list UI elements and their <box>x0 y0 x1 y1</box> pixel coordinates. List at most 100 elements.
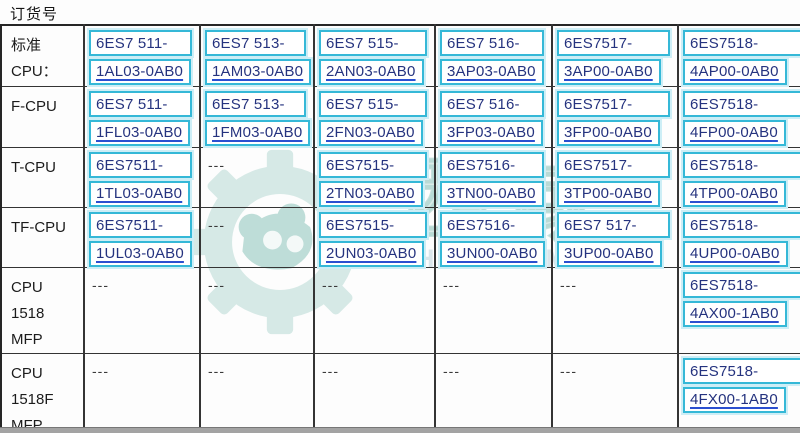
part-number-line1[interactable]: 6ES7517- <box>557 90 670 117</box>
table-cell: 6ES7516- 3TN00-0AB0 <box>434 146 553 208</box>
table-cell: --- <box>83 352 201 433</box>
part-number-line2[interactable]: 3FP03-0AB0 <box>440 119 543 146</box>
empty-value-dash: --- <box>208 276 225 293</box>
part-number-line2[interactable]: 2AN03-0AB0 <box>319 59 424 85</box>
table-bottom-edge <box>0 427 800 433</box>
part-number-line1[interactable]: 6ES7 511- <box>89 30 192 56</box>
row-label-cpu-1518f-mfp: CPU 1518F MFP <box>0 352 85 433</box>
part-number-line1[interactable]: 6ES7511- <box>89 211 192 238</box>
part-number-line1[interactable]: 6ES7 515- <box>319 30 427 56</box>
empty-value-dash: --- <box>92 276 109 293</box>
table-cell: 6ES7 515- 2AN03-0AB0 <box>313 24 436 87</box>
part-number-line2[interactable]: 2TN03-0AB0 <box>319 180 423 207</box>
part-number-line2[interactable]: 4FX00-1AB0 <box>683 386 786 413</box>
row-label-t-cpu: T-CPU <box>0 146 85 208</box>
part-number-line1[interactable]: 6ES7516- <box>440 151 544 178</box>
table-cell: --- <box>313 266 436 354</box>
table-row-f-cpu: F-CPU 6ES7 511- 1FL03-0AB0 6ES7 513- 1FM… <box>0 85 800 148</box>
table-cell: --- <box>551 266 679 354</box>
empty-value-dash: --- <box>208 216 225 233</box>
part-number-line1[interactable]: 6ES7518- <box>683 211 800 238</box>
part-number-line1[interactable]: 6ES7518- <box>683 151 800 178</box>
part-number-line1[interactable]: 6ES7 513- <box>205 30 306 56</box>
part-number-line2[interactable]: 4UP00-0AB0 <box>683 240 788 267</box>
part-number-line2[interactable]: 3UP00-0AB0 <box>557 240 662 267</box>
table-cell: 6ES7 513- 1FM03-0AB0 <box>199 85 315 148</box>
table-cell: --- <box>434 352 553 433</box>
table-cell: --- <box>199 352 315 433</box>
part-number-line2[interactable]: 1FL03-0AB0 <box>89 119 191 146</box>
table-cell: 6ES7 516- 3AP03-0AB0 <box>434 24 553 87</box>
table-row-tf-cpu: TF-CPU 6ES7511- 1UL03-0AB0 --- 6ES7515- … <box>0 206 800 268</box>
table-cell: 6ES7517- 3FP00-0AB0 <box>551 85 679 148</box>
table-cell: 6ES7 515- 2FN03-0AB0 <box>313 85 436 148</box>
part-number-line1[interactable]: 6ES7 515- <box>319 90 427 117</box>
part-number-line2[interactable]: 1UL03-0AB0 <box>89 240 192 267</box>
part-number-line1[interactable]: 6ES7 516- <box>440 90 544 117</box>
part-number-line2[interactable]: 2FN03-0AB0 <box>319 119 423 146</box>
part-number-line1[interactable]: 6ES7 516- <box>440 30 544 56</box>
table-row-cpu-1518f-mfp: CPU 1518F MFP --- --- --- --- --- 6ES751… <box>0 352 800 433</box>
table-cell: 6ES7511- 1TL03-0AB0 <box>83 146 201 208</box>
part-number-line1[interactable]: 6ES7517- <box>557 30 670 56</box>
part-number-line2[interactable]: 3TP00-0AB0 <box>557 180 660 207</box>
table-cell: 6ES7518- 4FX00-1AB0 <box>677 352 800 433</box>
part-number-line2[interactable]: 1TL03-0AB0 <box>89 180 191 207</box>
empty-value-dash: --- <box>443 276 460 293</box>
part-number-line1[interactable]: 6ES7 513- <box>205 90 306 117</box>
empty-value-dash: --- <box>560 362 577 379</box>
table-cell: 6ES7516- 3UN00-0AB0 <box>434 206 553 268</box>
part-number-line1[interactable]: 6ES7 511- <box>89 90 192 117</box>
row-label-standard-cpu: 标准 CPU： <box>0 24 85 87</box>
part-number-line2[interactable]: 3AP03-0AB0 <box>440 59 544 85</box>
table-cell: 6ES7 513- 1AM03-0AB0 <box>199 24 315 87</box>
table-cell: 6ES7515- 2UN03-0AB0 <box>313 206 436 268</box>
table-row-cpu-1518-mfp: CPU 1518 MFP --- --- --- --- --- 6ES7518… <box>0 266 800 354</box>
table-cell: 6ES7 516- 3FP03-0AB0 <box>434 85 553 148</box>
part-number-line1[interactable]: 6ES7518- <box>683 357 800 384</box>
part-number-line2[interactable]: 3TN00-0AB0 <box>440 180 544 207</box>
table-cell: 6ES7518- 4TP00-0AB0 <box>677 146 800 208</box>
row-label-cpu-1518-mfp: CPU 1518 MFP <box>0 266 85 354</box>
part-number-line1[interactable]: 6ES7516- <box>440 211 544 238</box>
part-number-line1[interactable]: 6ES7515- <box>319 211 427 238</box>
part-number-line2[interactable]: 1AM03-0AB0 <box>205 59 312 85</box>
table-cell: --- <box>83 266 201 354</box>
table-cell: 6ES7511- 1UL03-0AB0 <box>83 206 201 268</box>
part-number-line2[interactable]: 1AL03-0AB0 <box>89 59 192 85</box>
row-label-f-cpu: F-CPU <box>0 85 85 148</box>
table-cell: 6ES7518- 4AP00-0AB0 <box>677 24 800 87</box>
empty-value-dash: --- <box>322 276 339 293</box>
empty-value-dash: --- <box>322 362 339 379</box>
part-number-line2[interactable]: 3UN00-0AB0 <box>440 240 546 267</box>
empty-value-dash: --- <box>560 276 577 293</box>
part-number-line2[interactable]: 3AP00-0AB0 <box>557 59 661 85</box>
table-cell: --- <box>313 352 436 433</box>
part-number-line2[interactable]: 4AP00-0AB0 <box>683 59 787 85</box>
part-number-line2[interactable]: 3FP00-0AB0 <box>557 119 660 146</box>
part-number-line1[interactable]: 6ES7 517- <box>557 211 670 238</box>
table-cell: --- <box>551 352 679 433</box>
part-number-line2[interactable]: 4TP00-0AB0 <box>683 180 786 207</box>
table-cell: 6ES7 517- 3UP00-0AB0 <box>551 206 679 268</box>
table-cell: 6ES7518- 4FP00-0AB0 <box>677 85 800 148</box>
part-number-line1[interactable]: 6ES7517- <box>557 151 670 178</box>
part-number-line1[interactable]: 6ES7518- <box>683 271 800 298</box>
part-number-line2[interactable]: 2UN03-0AB0 <box>319 240 425 267</box>
table-cell: 6ES7518- 4AX00-1AB0 <box>677 266 800 354</box>
page-title: 订货号 <box>10 6 59 23</box>
part-number-line1[interactable]: 6ES7515- <box>319 151 427 178</box>
empty-value-dash: --- <box>208 362 225 379</box>
part-number-line1[interactable]: 6ES7518- <box>683 90 800 117</box>
empty-value-dash: --- <box>92 362 109 379</box>
table-row-t-cpu: T-CPU 6ES7511- 1TL03-0AB0 --- 6ES7515- 2… <box>0 146 800 208</box>
part-number-line2[interactable]: 1FM03-0AB0 <box>205 119 311 146</box>
table-row-standard-cpu: 标准 CPU： 6ES7 511- 1AL03-0AB0 6ES7 513- 1… <box>0 24 800 87</box>
table-cell: --- <box>199 146 315 208</box>
part-number-line1[interactable]: 6ES7518- <box>683 30 800 56</box>
part-number-line1[interactable]: 6ES7511- <box>89 151 192 178</box>
part-number-line2[interactable]: 4FP00-0AB0 <box>683 119 786 146</box>
table-cell: 6ES7515- 2TN03-0AB0 <box>313 146 436 208</box>
part-number-line2[interactable]: 4AX00-1AB0 <box>683 300 787 327</box>
